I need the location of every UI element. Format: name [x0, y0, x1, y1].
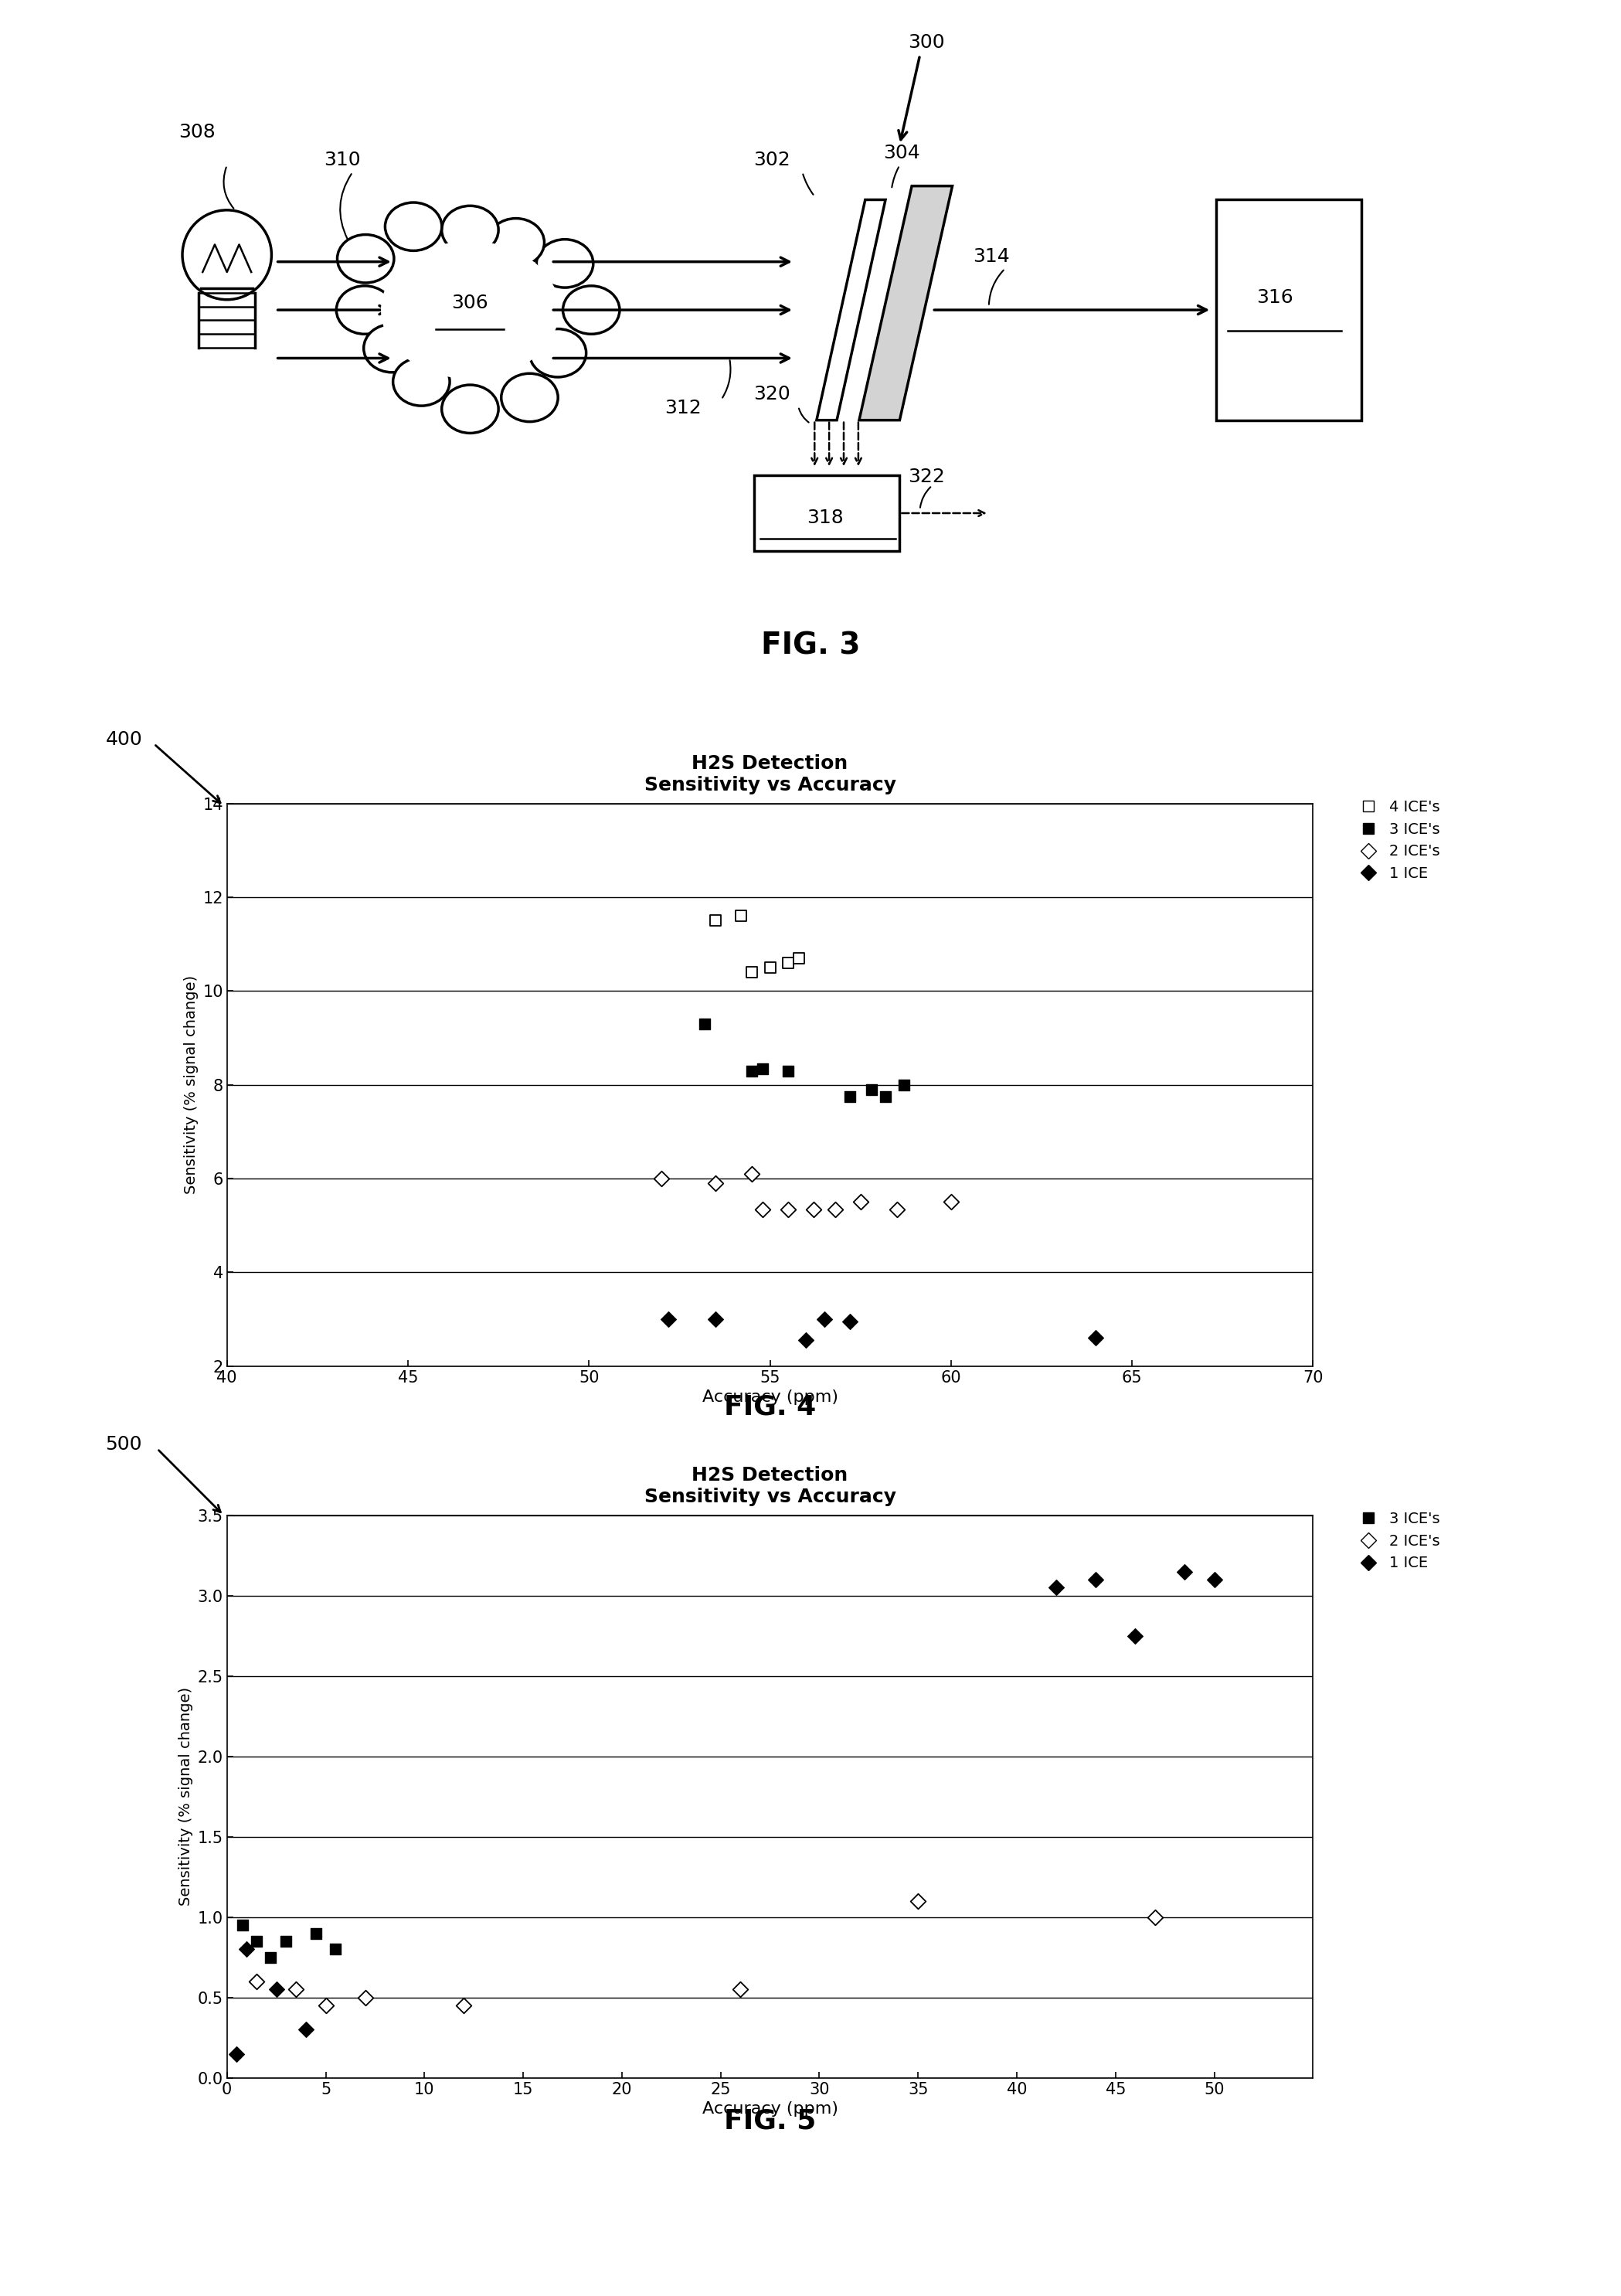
Point — [757, 948, 783, 985]
Point — [702, 1164, 728, 1201]
Point — [728, 898, 754, 934]
Circle shape — [530, 328, 587, 377]
Point — [751, 1049, 776, 1086]
Point — [786, 939, 812, 976]
Text: 314: 314 — [973, 248, 1010, 266]
Point — [451, 1986, 477, 2025]
Polygon shape — [859, 186, 953, 420]
Point — [892, 1065, 917, 1102]
Circle shape — [337, 287, 392, 333]
Point — [1083, 1561, 1109, 1598]
Text: 308: 308 — [178, 124, 216, 142]
Point — [263, 1970, 289, 2007]
Point — [702, 902, 728, 939]
Point — [836, 1079, 862, 1116]
Text: 500: 500 — [105, 1435, 143, 1453]
Point — [1122, 1619, 1148, 1655]
Point — [775, 1052, 801, 1088]
FancyBboxPatch shape — [754, 475, 900, 551]
Text: 320: 320 — [754, 386, 791, 404]
Text: FIG. 4: FIG. 4 — [725, 1394, 815, 1419]
Point — [284, 1970, 310, 2007]
Point — [775, 944, 801, 980]
Point — [751, 1192, 776, 1228]
Point — [872, 1079, 898, 1116]
Point — [822, 1192, 848, 1228]
Point — [648, 1159, 674, 1196]
Point — [793, 1322, 819, 1359]
Ellipse shape — [381, 241, 559, 379]
Text: 316: 316 — [1256, 289, 1294, 308]
Circle shape — [537, 239, 593, 287]
Legend: 3 ICE's, 2 ICE's, 1 ICE: 3 ICE's, 2 ICE's, 1 ICE — [1354, 1511, 1439, 1570]
Point — [258, 1938, 284, 1975]
Point — [243, 1924, 269, 1961]
Point — [1172, 1554, 1198, 1591]
Point — [655, 1302, 681, 1339]
Point — [801, 1192, 827, 1228]
Point — [836, 1304, 862, 1341]
Point — [692, 1006, 718, 1042]
Point — [313, 1986, 339, 2025]
Title: H2S Detection
Sensitivity vs Accuracy: H2S Detection Sensitivity vs Accuracy — [644, 755, 896, 794]
Point — [224, 2037, 250, 2071]
Polygon shape — [817, 200, 885, 420]
Point — [739, 955, 765, 992]
Text: 312: 312 — [665, 400, 702, 418]
Text: 322: 322 — [908, 468, 945, 487]
Point — [775, 1192, 801, 1228]
Point — [728, 1970, 754, 2007]
X-axis label: Accuracy (ppm): Accuracy (ppm) — [702, 1389, 838, 1405]
Point — [323, 1931, 349, 1968]
Point — [848, 1185, 874, 1221]
Point — [230, 1906, 256, 1942]
Point — [883, 1192, 909, 1228]
Title: H2S Detection
Sensitivity vs Accuracy: H2S Detection Sensitivity vs Accuracy — [644, 1467, 896, 1506]
Text: FIG. 5: FIG. 5 — [725, 2108, 815, 2133]
Circle shape — [488, 218, 545, 266]
Y-axis label: Sensitivity (% signal change): Sensitivity (% signal change) — [183, 976, 198, 1194]
FancyBboxPatch shape — [1216, 200, 1362, 420]
Point — [274, 1924, 300, 1961]
Circle shape — [337, 234, 394, 282]
Point — [859, 1072, 885, 1109]
Text: 310: 310 — [324, 152, 361, 170]
Text: 306: 306 — [452, 294, 488, 312]
Point — [1044, 1570, 1070, 1607]
Point — [1143, 1899, 1169, 1936]
Point — [303, 1915, 329, 1952]
Point — [739, 1155, 765, 1192]
Circle shape — [363, 324, 420, 372]
Text: 318: 318 — [806, 510, 843, 528]
Point — [905, 1883, 930, 1919]
Circle shape — [562, 287, 619, 333]
Circle shape — [501, 374, 558, 422]
Point — [352, 1979, 378, 2016]
Point — [233, 1931, 259, 1968]
Point — [243, 1963, 269, 2000]
Text: FIG. 3: FIG. 3 — [760, 631, 861, 661]
Circle shape — [386, 202, 443, 250]
Point — [1083, 1320, 1109, 1357]
Text: 300: 300 — [908, 34, 945, 53]
Circle shape — [392, 358, 449, 406]
X-axis label: Accuracy (ppm): Accuracy (ppm) — [702, 2101, 838, 2117]
Text: 302: 302 — [754, 152, 791, 170]
Point — [739, 1052, 765, 1088]
Text: 304: 304 — [883, 145, 921, 163]
Text: 400: 400 — [105, 730, 143, 748]
Point — [293, 2011, 319, 2048]
Point — [939, 1185, 964, 1221]
Legend: 4 ICE's, 3 ICE's, 2 ICE's, 1 ICE: 4 ICE's, 3 ICE's, 2 ICE's, 1 ICE — [1354, 799, 1439, 882]
Point — [1201, 1561, 1227, 1598]
Circle shape — [441, 207, 499, 255]
Point — [702, 1302, 728, 1339]
Circle shape — [441, 386, 499, 434]
Point — [812, 1302, 838, 1339]
Y-axis label: Sensitivity (% signal change): Sensitivity (% signal change) — [178, 1688, 193, 1906]
